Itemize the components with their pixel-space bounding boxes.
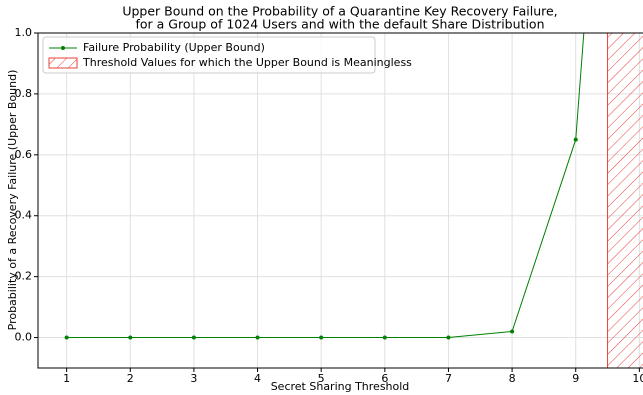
chart-title: Upper Bound on the Probability of a Quar…	[122, 4, 557, 19]
y-tick-label: 0.2	[15, 270, 33, 283]
legend-label: Threshold Values for which the Upper Bou…	[82, 56, 412, 69]
legend-label: Failure Probability (Upper Bound)	[83, 41, 265, 54]
x-tick-label: 10	[632, 372, 643, 385]
x-tick-label: 6	[381, 372, 388, 385]
data-point	[510, 329, 515, 334]
x-tick-label: 2	[127, 372, 134, 385]
x-tick-label: 1	[63, 372, 70, 385]
data-point	[64, 335, 69, 340]
x-tick-label: 9	[572, 372, 579, 385]
y-tick-label: 1.0	[15, 26, 33, 39]
series-line	[66, 33, 585, 339]
x-tick-label: 8	[509, 372, 516, 385]
data-point	[191, 335, 196, 340]
y-tick-label: 0.4	[15, 209, 33, 222]
y-tick-label: 0.0	[15, 331, 33, 344]
legend-marker	[61, 46, 65, 50]
data-point	[319, 335, 324, 340]
x-axis-label: Secret Sharing Threshold	[271, 380, 410, 393]
ticks: 1 2 3 4 5 6 7 8 9 10 0.0 0.2 0.4 0.6 0.8 1.0	[15, 26, 643, 385]
y-tick-label: 0.6	[15, 148, 33, 161]
legend-box	[42, 36, 376, 74]
data-point	[128, 335, 133, 340]
legend: Failure Probability (Upper Bound) Thresho…	[42, 36, 412, 74]
x-tick-label: 4	[254, 372, 261, 385]
grid	[38, 32, 643, 368]
legend-hatch	[48, 57, 78, 69]
chart-title: for a Group of 1024 Users and with the d…	[135, 17, 544, 32]
data-point	[446, 335, 451, 340]
data-point	[255, 335, 260, 340]
plot-area	[64, 33, 643, 368]
threshold-region	[607, 33, 643, 368]
axes-frame	[37, 32, 643, 369]
data-point	[573, 137, 578, 142]
data-point	[382, 335, 387, 340]
x-tick-label: 7	[445, 372, 452, 385]
y-axis-label: Probability of a Recovery Failure (Upper…	[6, 70, 19, 331]
x-tick-label: 3	[190, 372, 197, 385]
x-tick-label: 5	[318, 372, 325, 385]
y-tick-label: 0.8	[15, 87, 33, 100]
